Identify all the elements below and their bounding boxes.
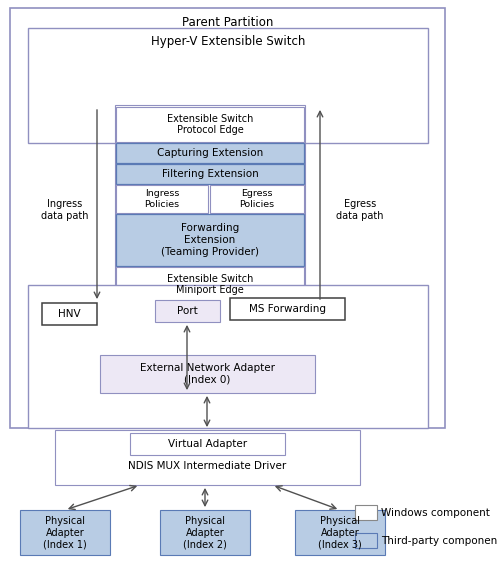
Text: MS Forwarding: MS Forwarding <box>249 304 326 314</box>
Text: Capturing Extension: Capturing Extension <box>157 148 263 158</box>
Bar <box>116 267 304 302</box>
Bar <box>210 185 304 213</box>
Bar <box>42 303 97 325</box>
Bar <box>355 533 377 548</box>
Text: Third-party component: Third-party component <box>381 535 497 545</box>
Bar <box>10 8 445 428</box>
Bar <box>160 510 250 555</box>
Bar <box>155 300 220 322</box>
Bar <box>28 285 428 428</box>
Text: HNV: HNV <box>58 309 81 319</box>
Bar <box>230 298 345 320</box>
Bar <box>295 510 385 555</box>
Bar <box>28 28 428 143</box>
Text: Windows component: Windows component <box>381 508 490 518</box>
Text: Filtering Extension: Filtering Extension <box>162 169 258 179</box>
Text: Ingress
Policies: Ingress Policies <box>145 190 179 209</box>
Text: Parent Partition: Parent Partition <box>182 15 273 29</box>
Bar <box>115 105 305 315</box>
Bar <box>55 430 360 485</box>
Text: NDIS MUX Intermediate Driver: NDIS MUX Intermediate Driver <box>128 461 286 471</box>
Text: Port: Port <box>177 306 198 316</box>
Text: Extensible Switch
Protocol Edge: Extensible Switch Protocol Edge <box>167 113 253 135</box>
Bar <box>116 214 304 266</box>
Bar <box>130 433 285 455</box>
Text: Hyper-V Extensible Switch: Hyper-V Extensible Switch <box>151 36 305 49</box>
Text: Forwarding
Extension
(Teaming Provider): Forwarding Extension (Teaming Provider) <box>161 223 259 257</box>
Bar <box>116 107 304 142</box>
Bar <box>355 505 377 520</box>
Bar <box>116 185 208 213</box>
Text: Ingress
data path: Ingress data path <box>41 199 89 221</box>
Text: Virtual Adapter: Virtual Adapter <box>168 439 247 449</box>
Text: Egress
Policies: Egress Policies <box>240 190 274 209</box>
Bar <box>116 143 304 163</box>
Text: Extensible Switch
Miniport Edge: Extensible Switch Miniport Edge <box>167 274 253 295</box>
Text: Physical
Adapter
(Index 1): Physical Adapter (Index 1) <box>43 516 87 549</box>
Text: Egress
data path: Egress data path <box>336 199 384 221</box>
Text: Physical
Adapter
(Index 3): Physical Adapter (Index 3) <box>318 516 362 549</box>
Text: External Network Adapter
(Index 0): External Network Adapter (Index 0) <box>140 363 275 385</box>
Bar <box>100 355 315 393</box>
Bar <box>116 164 304 184</box>
Text: Physical
Adapter
(Index 2): Physical Adapter (Index 2) <box>183 516 227 549</box>
Bar <box>20 510 110 555</box>
